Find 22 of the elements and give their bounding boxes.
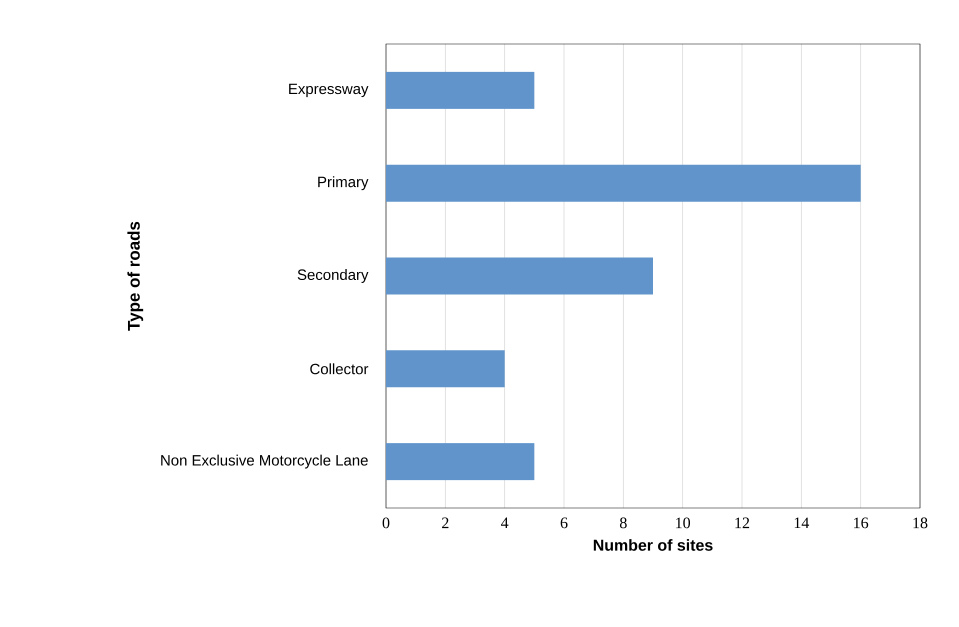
y-tick-label: Expressway [289, 84, 368, 98]
y-tick-label: Collector [310, 363, 368, 374]
x-tick-label: 16 [854, 518, 868, 528]
x-tick-label: 12 [735, 518, 750, 528]
x-tick-label: 6 [560, 518, 568, 528]
x-tick-label: 18 [913, 518, 928, 528]
x-tick-label: 14 [794, 518, 810, 528]
bar [386, 164, 861, 202]
bar [386, 350, 505, 388]
y-tick-label: Non Exclusive Motorcycle Lane [161, 454, 368, 469]
x-tick-label: 0 [382, 518, 390, 528]
x-tick-label: 10 [676, 518, 690, 528]
y-tick-label: Secondary [298, 269, 368, 283]
bar [386, 443, 534, 480]
x-tick-label: 2 [442, 518, 448, 528]
x-tick-label: 8 [620, 518, 627, 528]
bar [386, 258, 654, 295]
bar [386, 72, 534, 109]
y-tick-label: Primary [318, 176, 368, 190]
x-axis-title: Number of sites [594, 539, 713, 551]
y-axis-title: Type of roads [127, 222, 144, 331]
x-tick-label: 4 [500, 518, 508, 528]
